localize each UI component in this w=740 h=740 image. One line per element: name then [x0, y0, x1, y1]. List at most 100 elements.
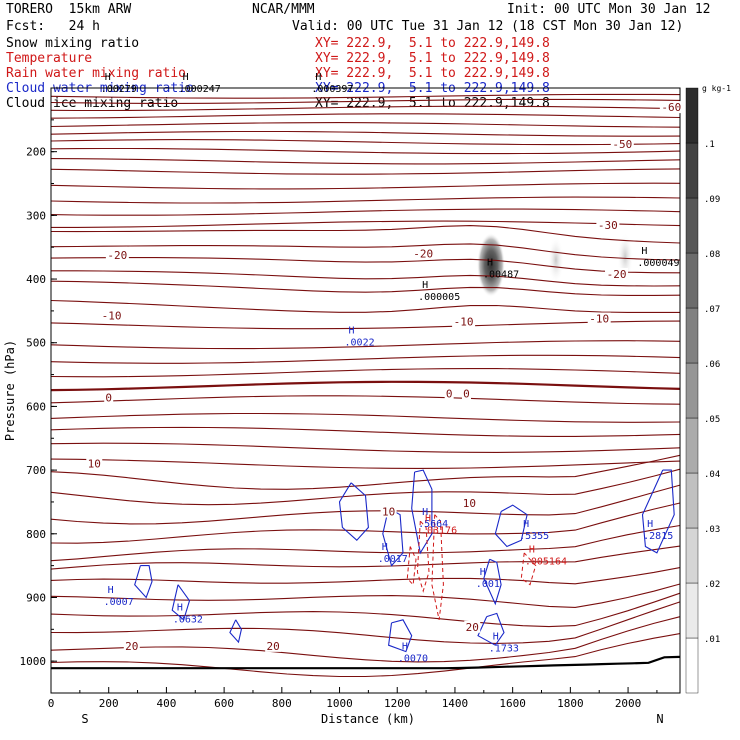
- y-tick-label: 500: [26, 337, 46, 350]
- isotherm-label-bg: [596, 218, 620, 231]
- isotherm-label: -60: [661, 101, 681, 114]
- isotherm-line: [50, 601, 681, 644]
- high-value: .0022: [345, 338, 375, 349]
- high-value: .001: [476, 579, 500, 590]
- high-value: .000049: [637, 258, 679, 269]
- isotherm-line: [50, 616, 681, 663]
- isotherm-label-bg: [605, 267, 629, 280]
- x-tick-label: 2000: [615, 697, 642, 710]
- isotherm-line: [50, 93, 681, 99]
- high-marker: H: [641, 246, 647, 257]
- colorbar-tick-label: .03: [704, 525, 720, 535]
- snow-shading-layer: [477, 232, 634, 298]
- isotherm-line: [50, 354, 681, 364]
- isotherm-label-bg: [411, 247, 435, 260]
- high-value: .5664: [418, 519, 448, 530]
- isotherm-line: [50, 147, 681, 155]
- high-value: .00279: [101, 84, 137, 95]
- x-tick-label: 200: [99, 697, 119, 710]
- colorbar-tick-label: .09: [704, 195, 720, 205]
- isotherm-line: [50, 196, 681, 204]
- cloud-water-contour: [494, 504, 528, 548]
- isotherm-label-bg: [452, 315, 476, 328]
- isotherm-line: [50, 567, 681, 585]
- forecast-hour: Fcst: 24 h: [6, 19, 100, 34]
- cloud-water-contour: [229, 619, 242, 644]
- field-name-temperature: Temperature: [6, 51, 93, 66]
- isotherm-label-bg: [659, 101, 683, 114]
- y-tick-label: 700: [26, 464, 46, 477]
- high-marker: H: [422, 507, 428, 518]
- cloud-water-contour: [641, 469, 675, 554]
- colorbar-segment: [685, 472, 699, 529]
- high-marker: H: [382, 542, 388, 553]
- colorbar-segment: [685, 307, 699, 364]
- high-value: .0070: [398, 654, 428, 665]
- isotherm-label: -30: [598, 219, 618, 232]
- y-tick-label: 600: [26, 400, 46, 413]
- high-marker: H: [493, 631, 499, 642]
- isotherm-line: [51, 270, 681, 287]
- colorbar-tick-label: .01: [704, 635, 720, 645]
- colorbar-tick-label: .07: [704, 305, 720, 315]
- high-value: .0007: [104, 597, 134, 608]
- colorbar-segment: [685, 362, 699, 419]
- cloud-water-contour: [171, 584, 191, 621]
- high-marker: H: [529, 545, 535, 556]
- isotherm-line: [51, 220, 681, 228]
- x-tick-label: 1200: [384, 697, 411, 710]
- isotherm-line: [50, 243, 681, 261]
- isotherm-label: -20: [607, 268, 627, 281]
- high-marker: H: [108, 585, 114, 596]
- isotherm-label-bg: [123, 639, 140, 652]
- colorbar: .01 .02 .03 .04 .05 .06 .07 .08 .09 .1 g kg-1: [685, 84, 731, 694]
- high-marker: H: [183, 72, 189, 83]
- x-tick-label: 1800: [557, 697, 584, 710]
- isotherm-line: [50, 583, 681, 608]
- isotherm-label: 0: [463, 388, 470, 401]
- isotherm-line: [50, 502, 681, 544]
- terrain-line: [51, 655, 681, 670]
- isotherm-label-bg: [265, 639, 282, 652]
- high-value: .5355: [519, 531, 549, 542]
- isotherm-line: [50, 257, 681, 274]
- isotherm-line: [50, 524, 681, 562]
- isotherm-label-bg: [86, 457, 103, 470]
- isotherm-line: [50, 208, 681, 216]
- x-axis-title: Distance (km): [321, 712, 415, 726]
- high-marker: H: [487, 258, 493, 269]
- isotherm-line: [50, 368, 681, 378]
- x-tick-label: 1600: [499, 697, 526, 710]
- isotherm-label: 0: [105, 392, 112, 405]
- high-value: .005164: [525, 557, 567, 568]
- isotherm-label: -10: [589, 313, 609, 326]
- y-tick-label: 800: [26, 528, 46, 541]
- isotherm-line: [50, 484, 681, 525]
- isotherm-label: 10: [463, 497, 476, 510]
- isotherm-line: [50, 280, 681, 296]
- isotherm-line: [50, 122, 681, 128]
- isotherm-label-bg: [464, 620, 481, 633]
- colorbar-tick-label: .06: [704, 360, 720, 370]
- colorbar-segment: [685, 87, 699, 144]
- cloud-water-contour: [382, 507, 404, 567]
- cloud-water-contour: [483, 558, 502, 606]
- y-tick-label: 1000: [20, 655, 47, 668]
- isotherm-label: -50: [612, 138, 632, 151]
- isotherm-line: [50, 442, 681, 453]
- colorbar-segment: [685, 142, 699, 199]
- colorbar-segment: [685, 637, 699, 694]
- isotherm-line: [50, 412, 681, 423]
- field-xy-rain: XY= 222.9, 5.1 to 222.9,149.8: [315, 66, 550, 81]
- high-marker: H: [315, 72, 321, 83]
- temperature-contours: [50, 93, 681, 678]
- field-name-rain: Rain water mixing ratio: [6, 66, 187, 81]
- isotherm-line: [50, 139, 681, 146]
- isotherm-label-bg: [610, 138, 634, 151]
- colorbar-segment: [685, 252, 699, 309]
- plot-border: [50, 87, 681, 694]
- model-title: TORERO 15km ARW: [6, 2, 132, 17]
